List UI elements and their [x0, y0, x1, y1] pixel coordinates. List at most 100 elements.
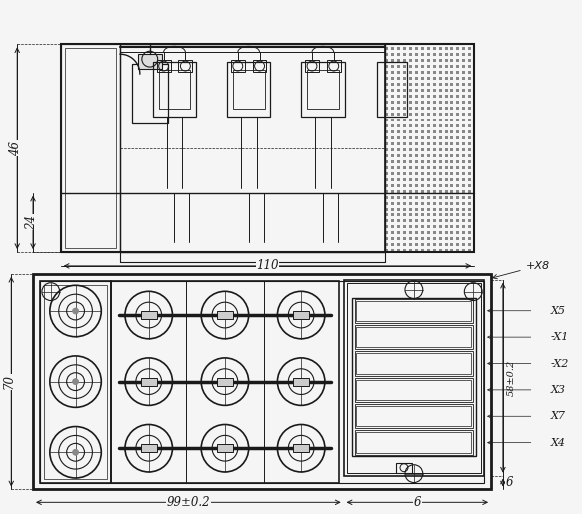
- Bar: [462, 131, 466, 133]
- Bar: [469, 148, 471, 151]
- Bar: [439, 148, 442, 151]
- Bar: [432, 148, 436, 151]
- Bar: [450, 95, 453, 98]
- Bar: [427, 59, 430, 62]
- Bar: [432, 65, 436, 68]
- Bar: [445, 106, 448, 109]
- Bar: [409, 106, 412, 109]
- Bar: [462, 142, 466, 145]
- Bar: [469, 219, 471, 223]
- Bar: [456, 71, 459, 74]
- Bar: [432, 219, 436, 223]
- Bar: [44, 285, 107, 479]
- Bar: [385, 119, 388, 121]
- Bar: [397, 160, 400, 163]
- Bar: [439, 219, 442, 223]
- Bar: [462, 213, 466, 216]
- Bar: [385, 208, 388, 211]
- Bar: [403, 101, 406, 104]
- Bar: [415, 59, 418, 62]
- Bar: [409, 249, 412, 252]
- Bar: [397, 184, 400, 187]
- Text: 46: 46: [9, 141, 22, 156]
- Bar: [432, 249, 436, 252]
- Bar: [439, 47, 442, 50]
- Bar: [469, 237, 471, 240]
- Bar: [385, 172, 388, 175]
- Bar: [421, 178, 424, 181]
- Bar: [439, 119, 442, 121]
- Bar: [403, 172, 406, 175]
- Bar: [456, 106, 459, 109]
- Bar: [445, 47, 448, 50]
- Bar: [421, 65, 424, 68]
- Bar: [469, 231, 471, 234]
- Bar: [445, 190, 448, 193]
- Bar: [409, 160, 412, 163]
- Bar: [427, 53, 430, 56]
- Circle shape: [73, 379, 79, 384]
- Bar: [450, 148, 453, 151]
- Bar: [427, 95, 430, 98]
- Bar: [307, 70, 339, 108]
- Bar: [456, 237, 459, 240]
- Bar: [427, 237, 430, 240]
- Bar: [391, 213, 394, 216]
- Bar: [391, 136, 394, 139]
- Bar: [421, 184, 424, 187]
- Bar: [421, 136, 424, 139]
- Bar: [397, 65, 400, 68]
- Bar: [385, 44, 474, 252]
- Bar: [432, 53, 436, 56]
- Bar: [432, 77, 436, 80]
- Bar: [385, 101, 388, 104]
- Bar: [469, 95, 471, 98]
- Bar: [397, 190, 400, 193]
- Bar: [432, 243, 436, 246]
- Bar: [385, 136, 388, 139]
- Bar: [409, 201, 412, 205]
- Bar: [415, 106, 418, 109]
- Bar: [469, 124, 471, 127]
- Bar: [415, 65, 418, 68]
- Bar: [462, 219, 466, 223]
- Bar: [397, 213, 400, 216]
- Bar: [397, 219, 400, 223]
- Bar: [421, 71, 424, 74]
- Bar: [427, 190, 430, 193]
- Bar: [415, 154, 418, 157]
- Bar: [397, 95, 400, 98]
- Bar: [450, 172, 453, 175]
- Bar: [445, 166, 448, 169]
- Bar: [403, 53, 406, 56]
- Bar: [385, 106, 388, 109]
- Bar: [469, 53, 471, 56]
- Bar: [385, 160, 388, 163]
- Bar: [456, 101, 459, 104]
- Bar: [432, 172, 436, 175]
- Bar: [397, 83, 400, 86]
- Bar: [462, 249, 466, 252]
- Bar: [456, 136, 459, 139]
- Bar: [415, 184, 418, 187]
- Bar: [445, 154, 448, 157]
- Bar: [40, 281, 111, 483]
- Bar: [439, 53, 442, 56]
- Bar: [391, 184, 394, 187]
- Bar: [403, 89, 406, 92]
- Bar: [462, 59, 466, 62]
- Bar: [439, 249, 442, 252]
- Bar: [421, 142, 424, 145]
- Bar: [427, 166, 430, 169]
- Bar: [403, 124, 406, 127]
- Bar: [385, 219, 388, 223]
- Bar: [439, 166, 442, 169]
- Bar: [397, 136, 400, 139]
- Bar: [445, 231, 448, 234]
- Bar: [427, 142, 430, 145]
- Bar: [427, 184, 430, 187]
- Bar: [415, 124, 418, 127]
- Bar: [439, 243, 442, 246]
- Bar: [462, 101, 466, 104]
- Bar: [432, 190, 436, 193]
